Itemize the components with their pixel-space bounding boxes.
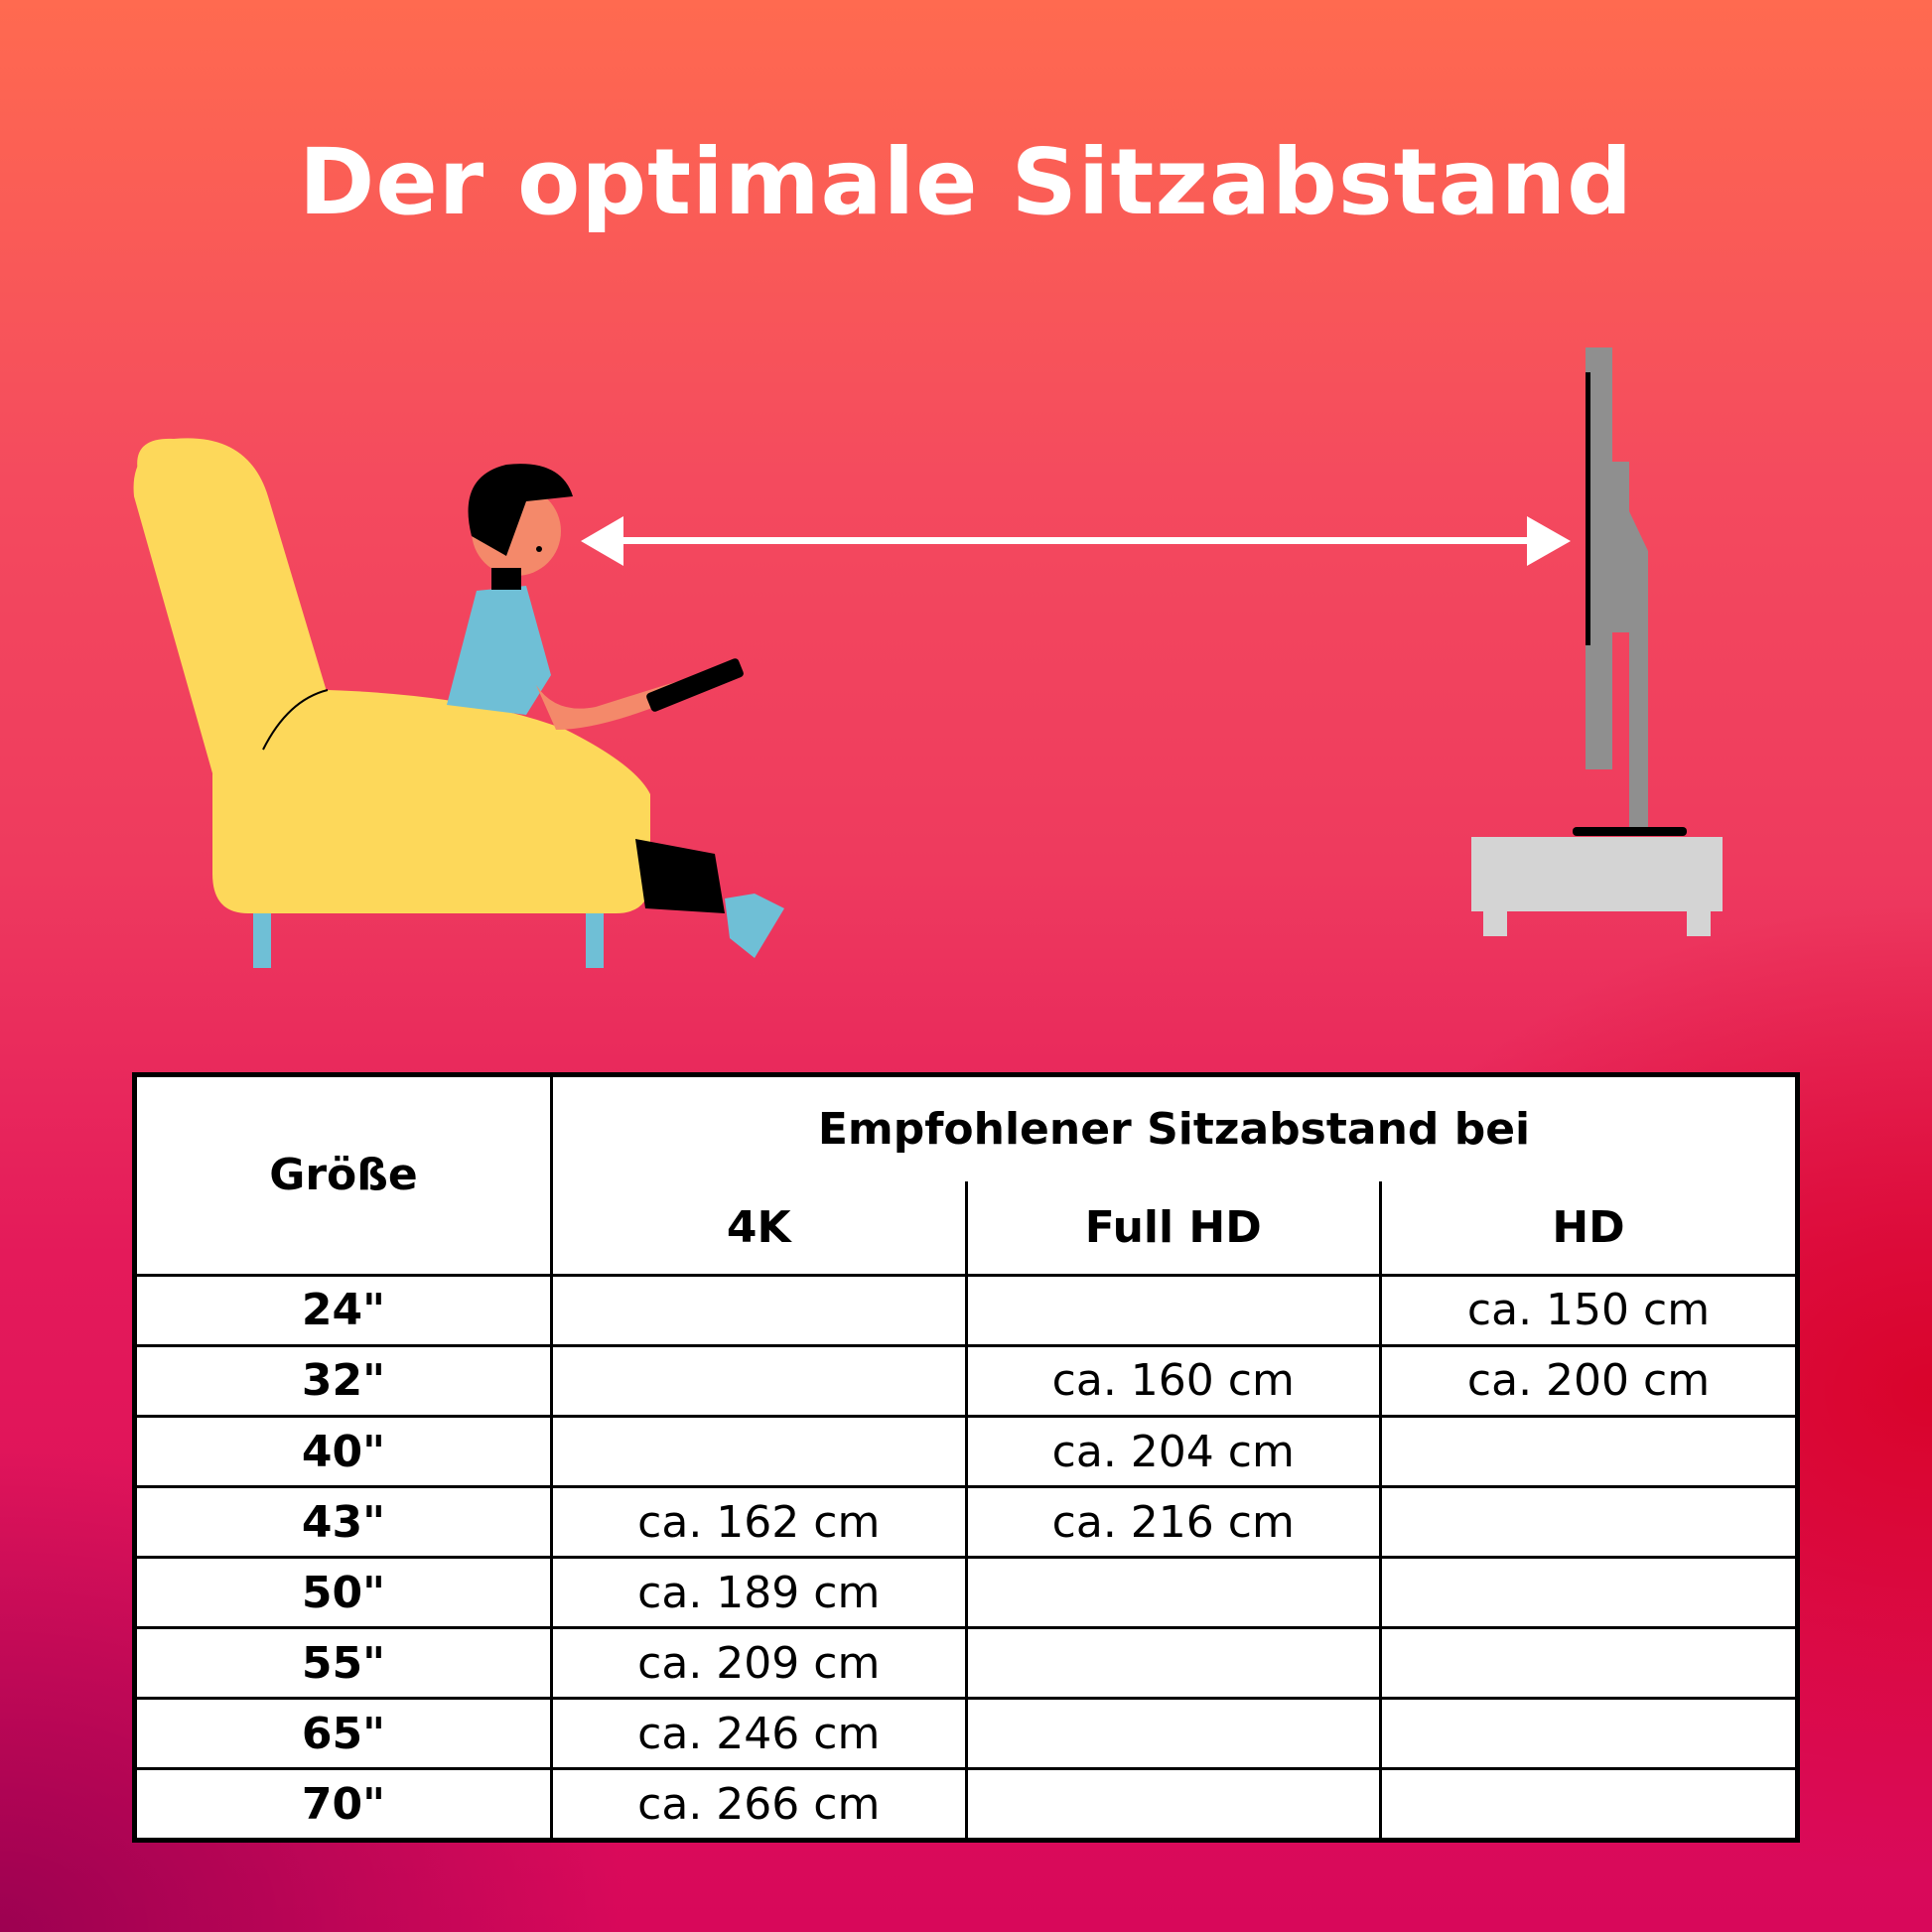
armchair-illustration (133, 438, 650, 968)
cell-hd: ca. 200 cm (1379, 1343, 1795, 1419)
column-header-4k: 4K (551, 1181, 968, 1277)
cell-fullhd: ca. 204 cm (964, 1415, 1382, 1489)
size-cell: 40" (137, 1415, 553, 1489)
column-header-hd: HD (1379, 1181, 1795, 1277)
table-row: 40" ca. 204 cm (137, 1415, 1795, 1489)
table-row: 55" ca. 209 cm (137, 1626, 1795, 1701)
cell-fullhd (964, 1556, 1382, 1630)
table-row: 50" ca. 189 cm (137, 1556, 1795, 1630)
size-cell: 43" (137, 1485, 553, 1560)
cell-hd (1379, 1556, 1795, 1630)
cell-fullhd (964, 1767, 1382, 1838)
person-with-remote-illustration (447, 464, 784, 958)
table-row: 24" ca. 150 cm (137, 1273, 1795, 1347)
cell-hd (1379, 1626, 1795, 1701)
size-cell: 50" (137, 1556, 553, 1630)
cell-4k (550, 1343, 968, 1419)
cell-hd (1379, 1415, 1795, 1489)
size-cell: 24" (137, 1273, 553, 1347)
cell-4k: ca. 162 cm (550, 1485, 968, 1560)
cell-fullhd (964, 1626, 1382, 1701)
cell-hd (1379, 1767, 1795, 1838)
cell-fullhd (964, 1273, 1382, 1347)
cell-4k (550, 1415, 968, 1489)
cell-fullhd: ca. 160 cm (964, 1343, 1382, 1419)
page-title: Der optimale Sitzabstand (298, 129, 1634, 235)
cell-4k: ca. 189 cm (550, 1556, 968, 1630)
size-header: Größe (137, 1077, 553, 1277)
distance-arrow-icon (581, 516, 1571, 566)
group-header: Empfohlener Sitzabstand bei (550, 1077, 1795, 1182)
cell-fullhd (964, 1697, 1382, 1771)
table-row: 70" ca. 266 cm (137, 1767, 1795, 1838)
size-cell: 65" (137, 1697, 553, 1771)
table-row: 32" ca. 160 cm ca. 200 cm (137, 1343, 1795, 1419)
size-cell: 55" (137, 1626, 553, 1701)
size-cell: 32" (137, 1343, 553, 1419)
table-row: 65" ca. 246 cm (137, 1697, 1795, 1771)
seating-distance-table: Größe Empfohlener Sitzabstand bei 4K Ful… (132, 1072, 1800, 1843)
cell-hd: ca. 150 cm (1379, 1273, 1795, 1347)
cell-4k: ca. 246 cm (550, 1697, 968, 1771)
cell-fullhd: ca. 216 cm (964, 1485, 1382, 1560)
size-cell: 70" (137, 1767, 553, 1838)
cell-4k: ca. 209 cm (550, 1626, 968, 1701)
tv-illustration (1471, 347, 1723, 936)
table-row: 43" ca. 162 cm ca. 216 cm (137, 1485, 1795, 1560)
cell-4k (550, 1273, 968, 1347)
cell-4k: ca. 266 cm (550, 1767, 968, 1838)
cell-hd (1379, 1697, 1795, 1771)
cell-hd (1379, 1485, 1795, 1560)
column-header-fullhd: Full HD (964, 1181, 1382, 1277)
